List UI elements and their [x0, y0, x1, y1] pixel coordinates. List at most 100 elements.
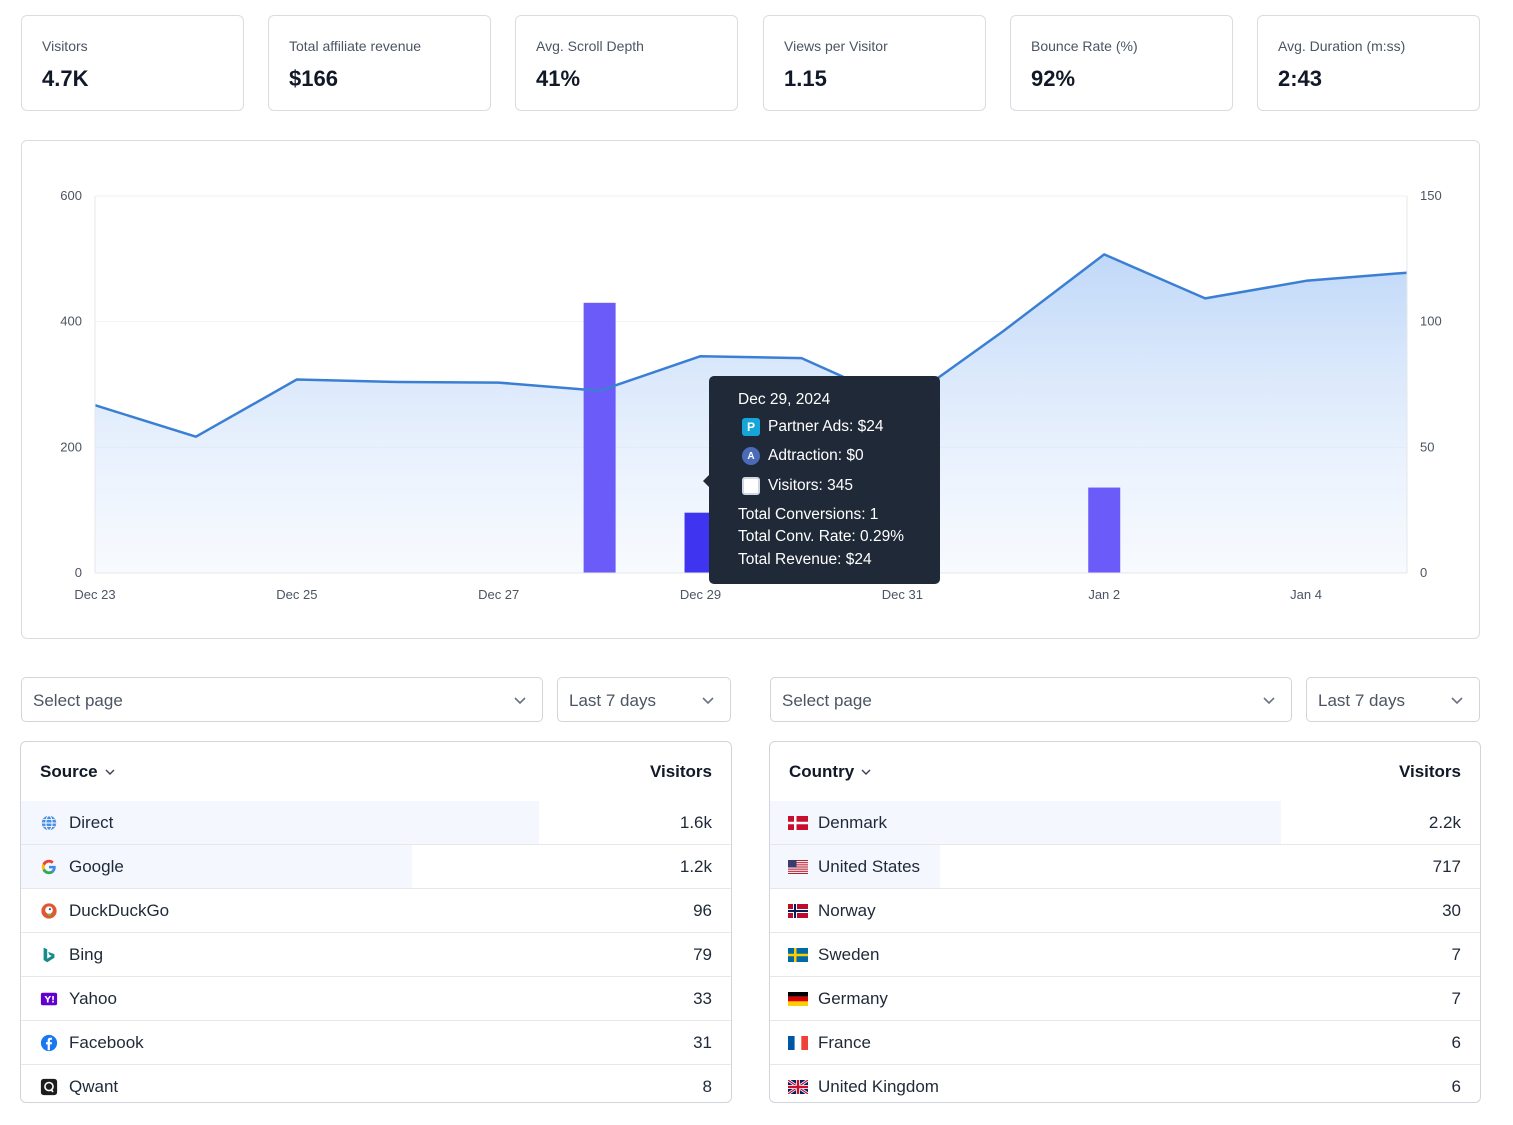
table-row[interactable]: Sweden 7	[770, 933, 1480, 977]
stat-value: $166	[289, 66, 338, 91]
table-row[interactable]: United Kingdom 6	[770, 1065, 1480, 1102]
row-label: Google	[69, 857, 124, 876]
source-table: Source Visitors Direct 1.6k Google 1.2k …	[20, 741, 732, 1103]
y-tick-right: 150	[1420, 188, 1442, 203]
chevron-down-icon	[1451, 697, 1463, 705]
x-tick-label: Dec 23	[74, 587, 115, 602]
row-value: 8	[702, 1077, 712, 1096]
sweden-flag-icon	[788, 948, 808, 962]
table-row[interactable]: Direct 1.6k	[21, 801, 731, 845]
chevron-down-icon	[702, 697, 714, 705]
right-page-select[interactable]: Select page	[770, 677, 1292, 722]
page-select-placeholder: Select page	[33, 691, 123, 710]
stat-value: 2:43	[1278, 66, 1323, 91]
y-tick-left: 200	[60, 439, 82, 454]
facebook-icon	[40, 1034, 58, 1052]
chevron-down-icon	[105, 769, 115, 775]
stat-card-visitors: Visitors 4.7K	[21, 15, 244, 111]
stat-card-avg-duration: Avg. Duration (m:ss) 2:43	[1257, 15, 1480, 111]
stat-card-bounce-rate: Bounce Rate (%) 92%	[1010, 15, 1233, 111]
x-tick-label: Dec 25	[276, 587, 317, 602]
revenue-bar	[583, 302, 616, 573]
table-row[interactable]: Norway 30	[770, 889, 1480, 933]
row-value: 1.6k	[679, 813, 712, 832]
stat-value: 1.15	[784, 66, 827, 91]
y-tick-right: 100	[1420, 314, 1442, 329]
visitors-line	[94, 253, 1408, 438]
x-tick-label: Dec 31	[882, 587, 923, 602]
range-select-value: Last 7 days	[1318, 691, 1405, 710]
row-label: Facebook	[69, 1033, 144, 1052]
visitors-swatch-icon	[742, 477, 760, 495]
table-row[interactable]: Facebook 31	[21, 1021, 731, 1065]
share-bar	[21, 845, 412, 888]
chevron-down-icon	[1263, 697, 1275, 705]
share-bar	[21, 801, 540, 844]
row-label: United States	[818, 857, 921, 876]
row-label: Qwant	[69, 1077, 119, 1096]
row-label: France	[818, 1033, 871, 1052]
x-tick-label: Dec 27	[478, 587, 519, 602]
svg-text:Y!: Y!	[44, 996, 56, 1006]
y-tick-left: 0	[75, 565, 82, 580]
table-row[interactable]: United States 717	[770, 845, 1480, 889]
tooltip-total-conversions: Total Conversions: 1	[738, 506, 879, 523]
page-select-placeholder: Select page	[782, 691, 872, 710]
duckduckgo-icon	[41, 903, 57, 919]
source-column-header[interactable]: Source	[40, 762, 116, 782]
stat-label: Avg. Scroll Depth	[536, 38, 644, 54]
row-value: 7	[1451, 989, 1461, 1008]
table-row[interactable]: DuckDuckGo 96	[21, 889, 731, 933]
country-table: Country Visitors Denmark 2.2k United Sta…	[769, 741, 1481, 1103]
row-value: 1.2k	[679, 857, 712, 876]
partner-ads-logo-icon: P	[742, 418, 760, 436]
france-flag-icon	[788, 1036, 808, 1050]
tooltip-item-text: Adtraction: $0	[768, 447, 864, 464]
tooltip-item-text: Visitors: 345	[768, 477, 854, 494]
table-row[interactable]: Qwant 8	[21, 1065, 731, 1102]
revenue-bar	[1088, 487, 1121, 573]
stat-value: 92%	[1031, 66, 1076, 91]
row-value: 96	[693, 901, 712, 920]
row-value: 7	[1451, 945, 1461, 964]
stat-label: Views per Visitor	[784, 38, 888, 54]
google-icon	[41, 859, 56, 875]
row-label: Direct	[69, 813, 114, 832]
tooltip-date: Dec 29, 2024	[738, 391, 831, 408]
row-value: 30	[1442, 901, 1461, 920]
row-value: 2.2k	[1428, 813, 1461, 832]
stat-card-views-per-visitor: Views per Visitor 1.15	[763, 15, 986, 111]
table-row[interactable]: Y! Yahoo 33	[21, 977, 731, 1021]
chart-tooltip: Dec 29, 2024 P Partner Ads: $24 A Adtrac…	[703, 376, 940, 584]
table-row[interactable]: Bing 79	[21, 933, 731, 977]
tooltip-total-revenue: Total Revenue: $24	[738, 551, 872, 568]
tooltip-item-partner-ads: P Partner Ads: $24	[742, 418, 883, 436]
table-row[interactable]: Google 1.2k	[21, 845, 731, 889]
right-range-select[interactable]: Last 7 days	[1306, 677, 1480, 722]
uk-flag-icon	[788, 1080, 808, 1094]
y-tick-right: 0	[1420, 565, 1427, 580]
y-tick-left: 400	[60, 314, 82, 329]
germany-flag-icon	[788, 992, 808, 1006]
x-tick-label: Jan 4	[1290, 587, 1322, 602]
left-range-select[interactable]: Last 7 days	[557, 677, 731, 722]
row-value: 6	[1451, 1077, 1461, 1096]
stat-card-revenue: Total affiliate revenue $166	[268, 15, 491, 111]
y-tick-right: 50	[1420, 439, 1434, 454]
chevron-down-icon	[514, 697, 526, 705]
yahoo-icon: Y!	[40, 992, 58, 1006]
country-column-header[interactable]: Country	[789, 762, 872, 782]
x-tick-label: Jan 2	[1088, 587, 1120, 602]
tooltip-item-text: Partner Ads: $24	[768, 418, 884, 435]
table-row[interactable]: France 6	[770, 1021, 1480, 1065]
row-label: Sweden	[818, 945, 880, 964]
stat-label: Bounce Rate (%)	[1031, 38, 1138, 54]
country-header-label: Country	[789, 762, 855, 781]
row-label: United Kingdom	[818, 1077, 939, 1096]
us-flag-icon	[788, 860, 808, 874]
table-row[interactable]: Germany 7	[770, 977, 1480, 1021]
left-page-select[interactable]: Select page	[21, 677, 543, 722]
row-value: 33	[693, 989, 712, 1008]
stat-value: 41%	[536, 66, 581, 91]
table-row[interactable]: Denmark 2.2k	[770, 801, 1480, 845]
